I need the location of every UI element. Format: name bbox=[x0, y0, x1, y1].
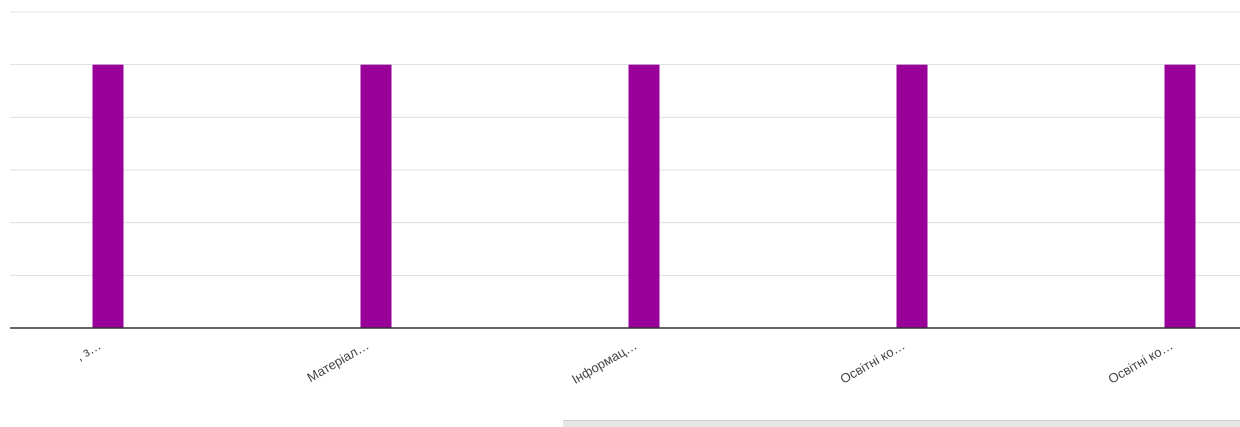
bar[interactable] bbox=[1164, 64, 1196, 329]
bar[interactable] bbox=[628, 64, 660, 329]
bar[interactable] bbox=[92, 64, 124, 329]
bar[interactable] bbox=[896, 64, 928, 329]
x-tick-label: Освітні ко… bbox=[838, 338, 908, 387]
x-tick-label: , з… bbox=[73, 338, 103, 364]
gridlines bbox=[10, 11, 1240, 276]
horizontal-scrollbar[interactable] bbox=[563, 420, 1240, 427]
x-tick-label: Інформац… bbox=[569, 338, 639, 387]
x-tick-labels: , з… Матеріал… Інформац… Освітні ко… Освітні… bbox=[73, 338, 1175, 387]
x-tick-label: Освітні ко… bbox=[1106, 338, 1176, 387]
bars bbox=[92, 64, 1196, 329]
x-tick-label: Матеріал… bbox=[304, 338, 371, 385]
bar[interactable] bbox=[360, 64, 392, 329]
